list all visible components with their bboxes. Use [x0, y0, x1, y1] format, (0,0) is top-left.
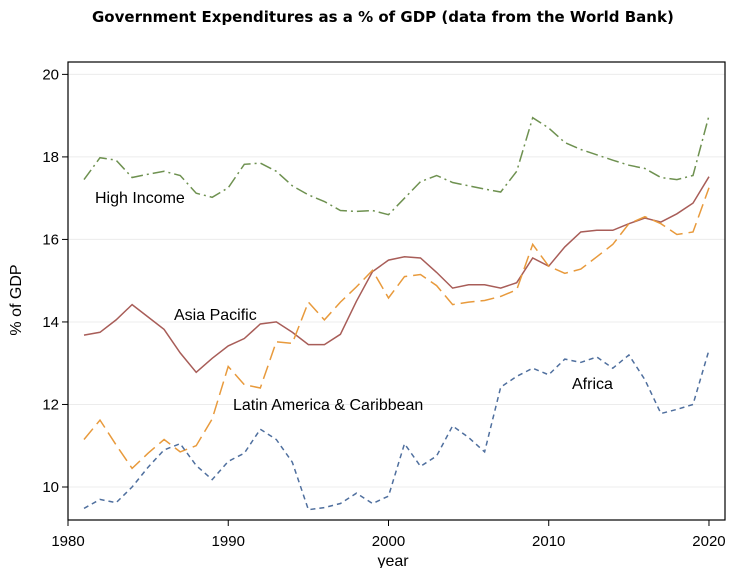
y-tick-label: 12 — [42, 396, 59, 413]
gridlines — [68, 73, 725, 488]
plot-area-frame — [67, 61, 726, 521]
y-tick-label: 16 — [42, 231, 59, 248]
series-label-latin-america-caribbean: Latin America & Caribbean — [233, 397, 423, 414]
x-tick-label: 2000 — [372, 533, 405, 550]
x-tick-label: 2020 — [692, 533, 725, 550]
y-tick-label: 10 — [42, 479, 59, 496]
series-label-africa: Africa — [572, 376, 613, 393]
y-axis-ticks: 10 12 14 16 18 20 — [42, 66, 68, 496]
chart-title: Government Expenditures as a % of GDP (d… — [92, 8, 674, 26]
x-axis-label: year — [377, 553, 409, 568]
y-axis-label: % of GDP — [8, 264, 25, 335]
series-label-asia-pacific: Asia Pacific — [174, 307, 257, 324]
series-lines — [83, 115, 710, 511]
x-tick-label: 2010 — [532, 533, 565, 550]
y-tick-label: 20 — [42, 66, 59, 83]
series-label-high-income: High Income — [95, 190, 185, 207]
y-tick-label: 18 — [42, 149, 59, 166]
series-line-africa — [83, 349, 710, 511]
x-tick-label: 1980 — [51, 533, 84, 550]
series-line-asia-pacific — [83, 176, 710, 374]
series-labels: High Income Asia Pacific Latin America & C… — [95, 190, 613, 414]
y-tick-label: 14 — [42, 314, 59, 331]
x-axis-ticks: 1980 1990 2000 2010 2020 — [51, 520, 726, 550]
x-tick-label: 1990 — [212, 533, 245, 550]
